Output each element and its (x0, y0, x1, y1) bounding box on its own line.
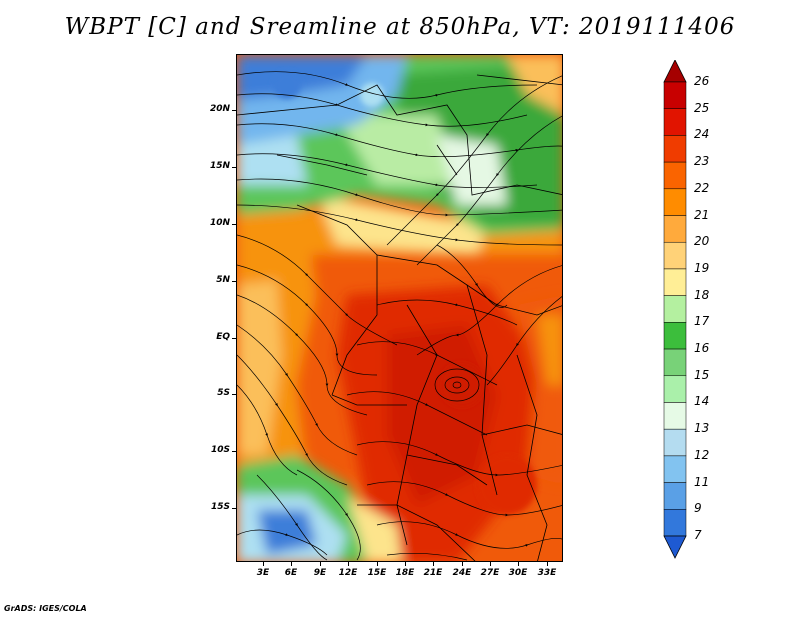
colorbar-segment (663, 402, 687, 430)
chart-title: WBPT [C] and Sreamline at 850hPa, VT: 20… (64, 14, 736, 40)
lat-label-15s: 15S (210, 502, 230, 512)
lon-label-15e: 15E (367, 568, 387, 578)
colorbar-label: 24 (694, 127, 710, 142)
colorbar-label: 22 (694, 180, 710, 195)
colorbar-label: 18 (694, 287, 710, 302)
colorbar-label: 9 (694, 501, 702, 516)
colorbar-label: 12 (694, 447, 710, 462)
lat-tick (232, 281, 236, 282)
lat-tick (232, 508, 236, 509)
lat-tick (232, 451, 236, 452)
lon-tick (291, 562, 292, 566)
lon-tick (547, 562, 548, 566)
lon-tick (405, 562, 406, 566)
colorbar-segment (663, 215, 687, 243)
lon-tick (462, 562, 463, 566)
lat-tick (232, 224, 236, 225)
footer-credit: GrADS: IGES/COLA (4, 604, 87, 613)
colorbar-top-arrow (663, 60, 687, 83)
colorbar-segment (663, 348, 687, 377)
lon-label-12e: 12E (338, 568, 358, 578)
colorbar-segment (663, 375, 687, 403)
lon-label-3e: 3E (256, 568, 270, 578)
colorbar-segment (663, 241, 687, 270)
lat-label-20n: 20N (209, 104, 230, 114)
colorbar-segment (663, 322, 687, 350)
lon-tick (377, 562, 378, 566)
colorbar-segment (663, 268, 687, 296)
lat-label-10s: 10S (210, 445, 230, 455)
colorbar-label: 14 (694, 394, 710, 409)
eddy-circulation (434, 368, 480, 402)
lat-label-5n: 5N (216, 275, 230, 285)
colorbar-label: 16 (694, 341, 710, 356)
colorbar-label: 13 (694, 421, 710, 436)
lon-tick (490, 562, 491, 566)
colorbar-segment (663, 108, 687, 136)
lat-label-5s: 5S (217, 388, 230, 398)
map-plot-area (236, 54, 563, 562)
lat-tick (232, 167, 236, 168)
colorbar-segment (663, 135, 687, 163)
colorbar-label: 23 (694, 154, 710, 169)
lon-label-6e: 6E (284, 568, 298, 578)
colorbar-segment (663, 161, 687, 190)
streamlines (237, 71, 562, 561)
wbpt-field-map (237, 55, 562, 561)
lat-label-10n: 10N (209, 218, 230, 228)
colorbar-label: 26 (694, 74, 710, 88)
colorbar-label: 15 (694, 367, 710, 382)
lon-tick (320, 562, 321, 566)
colorbar-segment (663, 295, 687, 323)
lon-tick (433, 562, 434, 566)
lon-tick (518, 562, 519, 566)
lon-label-30e: 30E (508, 568, 528, 578)
lat-label-eq: EQ (216, 332, 230, 342)
lon-label-9e: 9E (313, 568, 327, 578)
colorbar-label: 17 (694, 314, 710, 329)
lon-label-27e: 27E (480, 568, 500, 578)
colorbar-bottom-arrow (663, 535, 687, 559)
colorbar-segment (663, 482, 687, 510)
colorbar-label: 11 (694, 474, 710, 489)
lat-tick (232, 338, 236, 339)
lat-label-15n: 15N (209, 161, 230, 171)
colorbar-label: 7 (694, 528, 702, 542)
colorbar (663, 60, 687, 559)
colorbar-segment (663, 428, 687, 457)
colorbar-label: 21 (694, 207, 710, 222)
lon-label-24e: 24E (452, 568, 472, 578)
lon-tick (263, 562, 264, 566)
colorbar-label: 25 (694, 100, 710, 115)
lon-tick (348, 562, 349, 566)
colorbar-segment (663, 455, 687, 483)
lat-tick (232, 394, 236, 395)
colorbar-label: 20 (694, 234, 710, 249)
colorbar-segment (663, 81, 687, 109)
lon-label-18e: 18E (395, 568, 415, 578)
lon-label-21e: 21E (423, 568, 443, 578)
colorbar-segment (663, 188, 687, 216)
lon-label-33e: 33E (537, 568, 557, 578)
colorbar-segment (663, 509, 687, 537)
colorbar-label: 19 (694, 260, 710, 275)
lat-tick (232, 110, 236, 111)
